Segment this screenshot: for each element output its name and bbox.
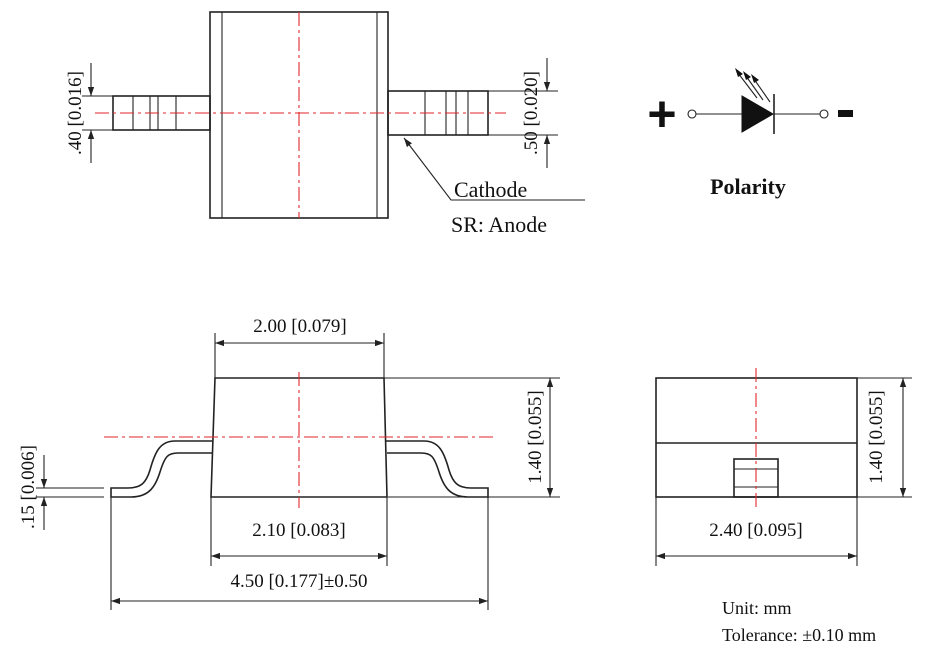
top-view-left-dim-text: .40 [0.016] (65, 71, 86, 155)
polarity-cathode-terminal (819, 109, 829, 119)
top-view-right-dim-text: .50 [0.020] (521, 71, 542, 155)
notes: Unit: mm Tolerance: ±0.10 mm (722, 598, 876, 645)
end-view-height-dimension: 1.40 [0.055] (857, 377, 912, 498)
side-view-overall-dimension: 4.50 [0.177]±0.50 (110, 497, 489, 610)
polarity-anode-terminal (687, 109, 697, 119)
anode-label: SR: Anode (451, 212, 547, 237)
side-view-top-width-dimension: 2.00 [0.079] (214, 316, 385, 378)
cathode-leader-line (403, 137, 585, 201)
side-view-right-lead (386, 440, 489, 498)
polarity-symbol: + Polarity (647, 68, 853, 199)
end-view-width-text: 2.40 [0.095] (709, 520, 802, 541)
top-view-right-dimension: .50 [0.020] (488, 58, 558, 168)
end-view: 2.40 [0.095] 1.40 [0.055] (655, 368, 912, 566)
side-view: 2.00 [0.079] 2.10 [0.083] 4.50 [0.177]±0… (18, 316, 560, 610)
top-view-left-dimension: .40 [0.016] (65, 63, 113, 163)
side-view-height-text: 1.40 [0.055] (525, 390, 546, 483)
polarity-plus-sign: + (647, 86, 676, 142)
side-view-left-lead (110, 440, 213, 498)
light-emission-arrows (735, 68, 771, 103)
top-view: .40 [0.016] .50 [0.020] Cathode SR: Anod… (65, 11, 585, 237)
side-view-lead-thickness-dimension: .15 [0.006] (18, 445, 104, 530)
cathode-label: Cathode (454, 177, 527, 202)
end-view-height-text: 1.40 [0.055] (866, 390, 887, 483)
side-view-bottom-width-dimension: 2.10 [0.083] (210, 497, 388, 566)
side-view-lead-thickness-text: .15 [0.006] (18, 445, 39, 529)
polarity-minus-sign (838, 110, 853, 117)
side-view-overall-text: 4.50 [0.177]±0.50 (230, 571, 367, 592)
end-view-width-dimension: 2.40 [0.095] (655, 497, 858, 566)
polarity-label: Polarity (710, 174, 786, 199)
tolerance-note: Tolerance: ±0.10 mm (722, 625, 876, 645)
unit-note: Unit: mm (722, 598, 792, 618)
side-view-bottom-width-text: 2.10 [0.083] (252, 520, 345, 541)
side-view-top-width-text: 2.00 [0.079] (253, 316, 346, 337)
led-triangle (741, 95, 774, 133)
side-view-height-dimension: 1.40 [0.055] (384, 377, 560, 498)
